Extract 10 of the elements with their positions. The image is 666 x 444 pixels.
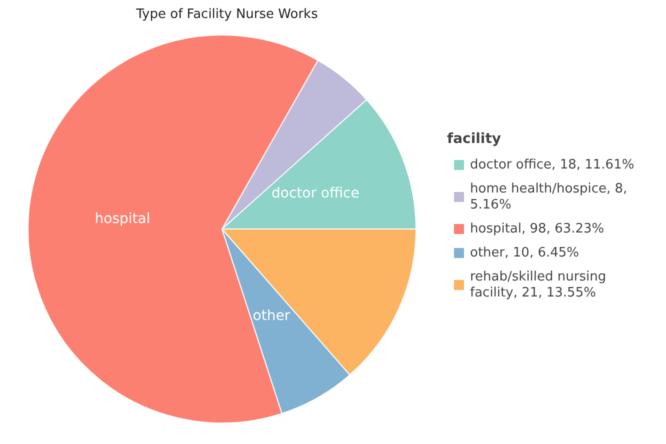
legend-title: facility: [447, 131, 502, 147]
slice-label: hospital: [94, 210, 150, 227]
category-label: other, 10, 6.45%: [470, 246, 580, 260]
slice-label: other: [252, 308, 290, 324]
legend-label: rehab/skilled nursing facility, 21, 13.55%: [470, 270, 610, 300]
text: hospital, 98, 63.23%: [470, 222, 604, 236]
text: doctor office, 18, 11.61%: [470, 158, 634, 172]
legend-label: home health/hospice, 8, 5.16%: [470, 182, 632, 212]
chart-title: Type of Facility Nurse Works: [135, 7, 318, 22]
slice-label: doctor office: [272, 185, 360, 202]
